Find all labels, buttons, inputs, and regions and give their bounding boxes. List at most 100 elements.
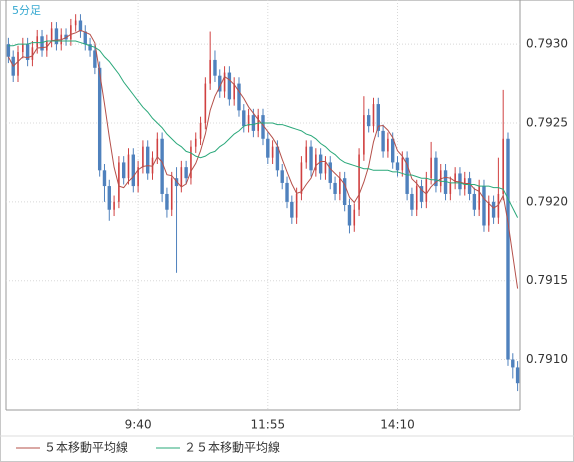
- candle-body: [50, 28, 53, 41]
- candle-body: [395, 162, 400, 171]
- candle-body: [22, 44, 24, 53]
- candle-body: [372, 104, 375, 127]
- candle-body: [223, 72, 226, 92]
- candle-body: [97, 67, 102, 171]
- candle-body: [261, 115, 265, 139]
- candle-body: [506, 138, 510, 360]
- candle-body: [405, 157, 409, 194]
- y-tick-label: 0.7930: [526, 37, 568, 51]
- candle-body: [6, 44, 11, 57]
- candle-body: [213, 59, 217, 76]
- candle-body: [305, 146, 308, 163]
- candle-body: [376, 104, 380, 131]
- candle-body: [156, 138, 159, 158]
- candle-body: [17, 52, 19, 76]
- candle-body: [280, 170, 284, 183]
- ma-line: [7, 29, 519, 289]
- candle-body: [515, 367, 520, 384]
- candle-body: [511, 359, 515, 368]
- y-tick-label: 0.7920: [526, 194, 568, 208]
- candle-body: [271, 146, 274, 158]
- candle-body: [180, 167, 183, 187]
- candle-body: [328, 162, 332, 183]
- candle-body: [333, 182, 337, 194]
- candle-body: [137, 167, 139, 187]
- candle-body: [419, 186, 424, 202]
- candle-body: [93, 50, 97, 68]
- candle-body: [425, 178, 428, 202]
- candle-body: [54, 28, 59, 45]
- candle-body: [218, 75, 222, 92]
- candle-body: [118, 162, 120, 202]
- candle-body: [318, 154, 323, 174]
- y-tick-label: 0.7925: [526, 116, 568, 130]
- candle-body: [454, 173, 456, 183]
- candle-body: [78, 20, 83, 32]
- candle-body: [251, 115, 256, 131]
- candle-body: [410, 193, 414, 210]
- candle-body: [358, 154, 360, 210]
- chart-title: 5分足: [12, 4, 41, 17]
- candle-body: [491, 201, 496, 218]
- candle-body: [449, 182, 452, 194]
- candle-body: [242, 110, 246, 127]
- candle-body: [121, 162, 126, 179]
- legend-label: ５本移動平均線: [44, 440, 128, 455]
- candle-body: [430, 157, 432, 179]
- candle-body: [353, 209, 356, 226]
- candle-body: [381, 130, 385, 152]
- y-tick-label: 0.7910: [526, 352, 568, 366]
- ma-line: [8, 40, 519, 218]
- candle-body: [290, 201, 294, 218]
- candle-body: [102, 170, 107, 187]
- candle-body: [160, 138, 164, 194]
- candle-body: [415, 186, 418, 210]
- candle-body: [391, 138, 395, 163]
- candle-body: [204, 83, 207, 123]
- candle-body: [309, 146, 313, 171]
- candle-body: [366, 115, 371, 127]
- candle-body: [74, 20, 77, 26]
- candle-body: [194, 138, 197, 147]
- candle-body: [339, 178, 341, 194]
- candle-body: [482, 186, 486, 226]
- candle-body: [300, 162, 303, 194]
- candle-body: [275, 146, 280, 171]
- candle-body: [467, 178, 472, 194]
- candle-body: [315, 154, 317, 171]
- candle-body: [363, 115, 365, 155]
- candle-body: [266, 138, 270, 158]
- candle-body: [142, 146, 144, 168]
- candle-body: [439, 170, 442, 187]
- x-tick-label: 11:55: [251, 418, 286, 432]
- candle-body: [46, 41, 48, 51]
- candle-body: [107, 186, 111, 210]
- candle-body: [285, 182, 289, 202]
- candle-body: [83, 31, 87, 45]
- candle-body: [170, 178, 173, 210]
- candle-body: [131, 154, 135, 187]
- candle-body: [347, 205, 352, 226]
- legend-label: ２５本移動平均線: [184, 440, 280, 455]
- candle-body: [502, 138, 504, 194]
- candle-body: [227, 72, 232, 100]
- candle-body: [458, 173, 462, 190]
- candle-body: [487, 201, 490, 226]
- candle-body: [184, 167, 188, 179]
- candle-body: [247, 115, 250, 127]
- candle-body: [434, 157, 438, 187]
- candle-body: [146, 146, 150, 174]
- candle-body: [40, 36, 44, 51]
- candle-body: [295, 193, 298, 218]
- candle-body: [190, 146, 192, 179]
- candle-body: [70, 25, 72, 40]
- candle-body: [237, 83, 241, 111]
- candle-body: [478, 186, 480, 210]
- candle-body: [401, 157, 404, 171]
- candle-body: [472, 193, 477, 210]
- candle-body: [127, 154, 130, 179]
- candle-body: [209, 59, 211, 84]
- candle-body: [387, 138, 389, 152]
